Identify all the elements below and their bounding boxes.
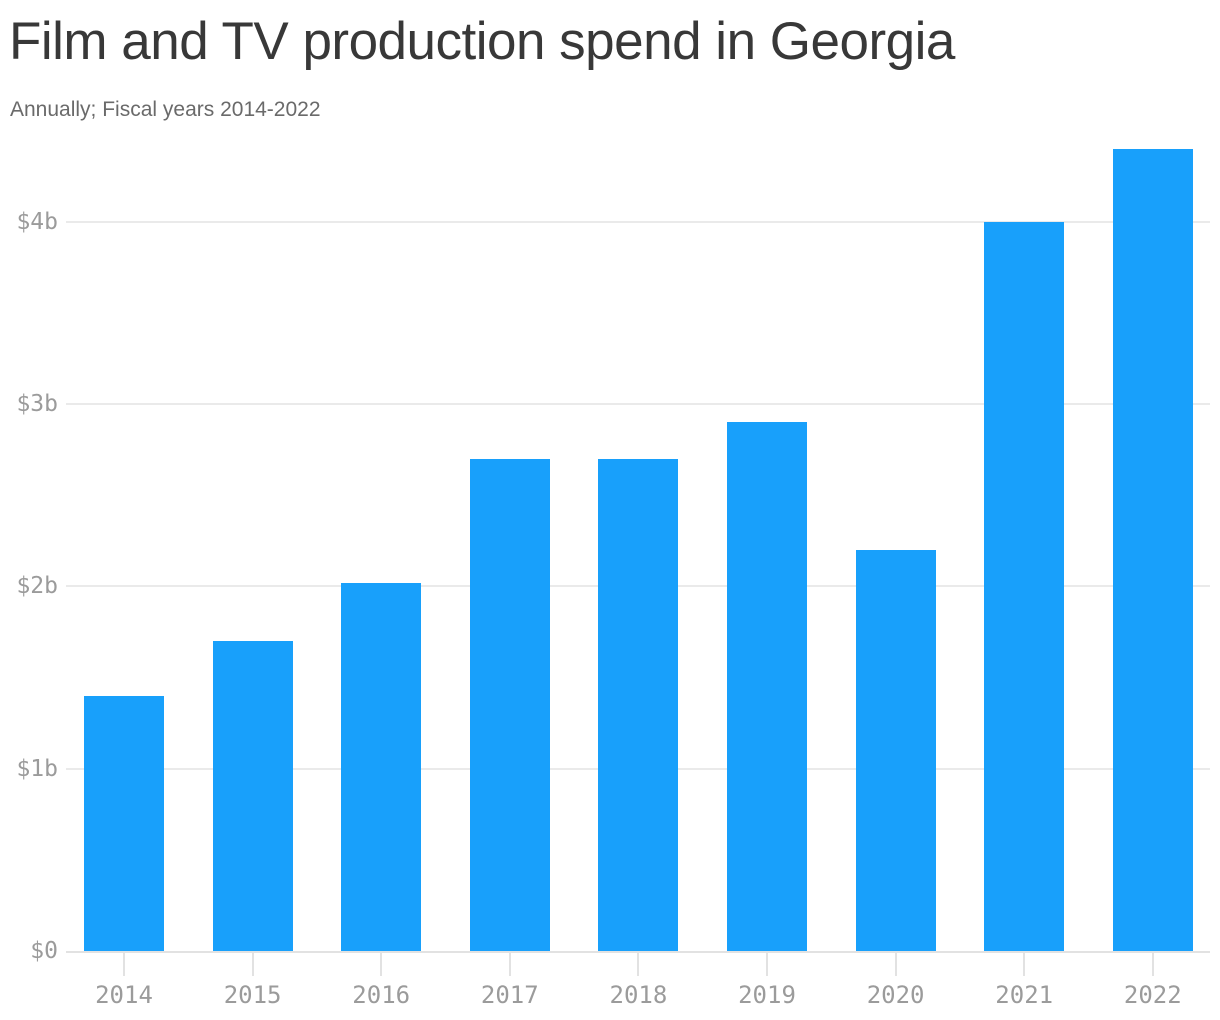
x-axis-label-2015: 2015: [223, 981, 282, 1009]
x-axis-label-2016: 2016: [352, 981, 411, 1009]
bar-2016: [341, 582, 422, 951]
x-axis-tick-2022: [1151, 953, 1154, 976]
x-axis-label-2017: 2017: [480, 981, 539, 1009]
y-axis-label-4b: $4b: [16, 208, 58, 235]
x-axis-tick-2015: [251, 953, 254, 976]
bar-2021: [984, 221, 1065, 951]
x-axis-label-2014: 2014: [95, 981, 153, 1009]
plot-area: [66, 140, 1210, 951]
gridline-3b: [66, 403, 1210, 406]
y-axis-label-0: $0: [30, 938, 58, 964]
x-axis-tick-2016: [380, 953, 383, 976]
x-axis-tick-2017: [508, 953, 511, 976]
x-axis-label-2019: 2019: [738, 981, 796, 1009]
y-axis-label-1b: $1b: [16, 755, 58, 782]
y-axis-label-2b: $2b: [16, 573, 58, 600]
x-axis-tick-2021: [1023, 953, 1026, 976]
bar-2015: [212, 641, 293, 951]
bar-2020: [855, 549, 936, 951]
bar-2018: [598, 458, 679, 951]
gridline-4b: [66, 220, 1210, 223]
bar-2014: [84, 695, 164, 951]
bar-2017: [469, 458, 550, 951]
x-axis-tick-2020: [894, 953, 897, 976]
x-axis-label-2022: 2022: [1123, 981, 1182, 1009]
x-axis-label-2018: 2018: [609, 981, 668, 1009]
chart-title: Film and TV production spend in Georgia: [9, 12, 955, 71]
x-axis-tick-2014: [123, 953, 125, 976]
chart-subtitle: Annually; Fiscal years 2014-2022: [10, 98, 321, 121]
y-axis-label-3b: $3b: [16, 391, 58, 418]
x-axis-tick-2019: [766, 953, 768, 976]
bar-2022: [1112, 148, 1193, 951]
x-axis-label-2021: 2021: [995, 981, 1054, 1009]
bar-2019: [727, 422, 807, 951]
x-axis-tick-2018: [637, 953, 640, 976]
bar-chart: $0 $1b $2b $3b $4b 2014 2015 2016 2017 2018 2019 20…: [0, 140, 1220, 1020]
x-axis-label-2020: 2020: [866, 981, 925, 1009]
x-axis-baseline: [66, 951, 1210, 953]
